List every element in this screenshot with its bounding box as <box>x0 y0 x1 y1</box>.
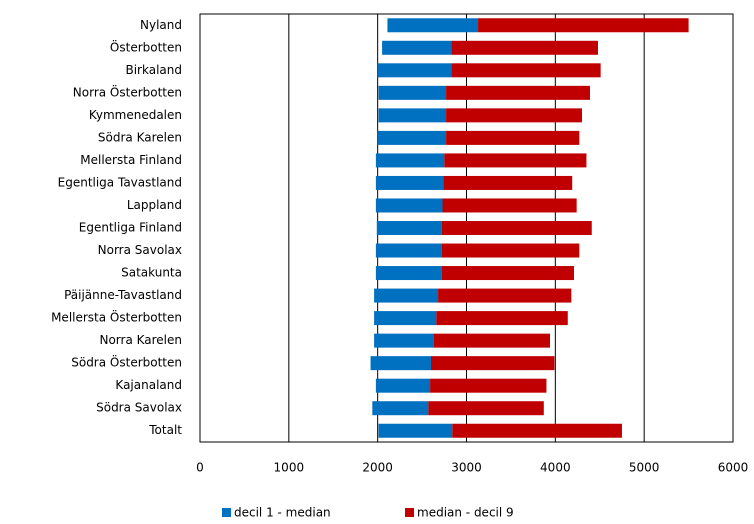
bar-lower <box>375 266 442 281</box>
legend-swatch <box>222 508 231 517</box>
bar-lower <box>378 108 447 123</box>
bar-lower <box>377 130 447 145</box>
legend-label: decil 1 - median <box>234 506 331 520</box>
bar-upper <box>451 40 598 55</box>
y-tick-label: Totalt <box>148 423 182 437</box>
y-tick-label: Lappland <box>127 198 182 212</box>
bar-lower <box>377 63 452 78</box>
y-tick-label: Norra Österbotten <box>73 83 182 99</box>
bar-lower <box>375 198 443 213</box>
x-tick-label: 6000 <box>718 461 749 475</box>
legend-label: median - decil 9 <box>417 506 514 520</box>
x-tick-label: 0 <box>196 461 204 475</box>
y-tick-label: Södra Österbotten <box>71 354 182 370</box>
y-tick-label: Birkaland <box>125 63 182 77</box>
bar-upper <box>430 378 547 393</box>
bar-upper <box>478 18 689 33</box>
plot-border <box>199 13 734 443</box>
y-tick-label: Norra Karelen <box>99 333 182 347</box>
bar-lower <box>375 243 442 258</box>
bar-lower <box>378 423 453 438</box>
y-tick-label: Egentliga Finland <box>79 221 182 235</box>
bar-upper <box>443 175 573 190</box>
bar-upper <box>446 108 582 123</box>
bar-upper <box>442 198 577 213</box>
bar-upper <box>446 130 580 145</box>
y-tick-label: Satakunta <box>121 266 182 280</box>
y-tick-label: Päijänne-Tavastland <box>64 288 182 302</box>
y-tick-label: Egentliga Tavastland <box>58 175 182 189</box>
bar-upper <box>452 423 622 438</box>
bar-lower <box>374 288 439 303</box>
bar-lower <box>378 85 447 100</box>
bar-upper <box>428 401 544 416</box>
bar-upper <box>444 153 587 168</box>
x-tick-label: 2000 <box>362 461 393 475</box>
bar-upper <box>446 85 590 100</box>
x-tick-label: 3000 <box>451 461 482 475</box>
x-tick-label: 4000 <box>540 461 571 475</box>
x-tick-label: 5000 <box>629 461 660 475</box>
bar-lower <box>382 40 452 55</box>
bar-upper <box>441 266 574 281</box>
bar-lower <box>387 18 479 33</box>
y-tick-label: Norra Savolax <box>98 243 182 257</box>
bar-lower <box>375 153 445 168</box>
bar-lower <box>374 311 437 326</box>
x-tick-label: 1000 <box>274 461 305 475</box>
y-tick-label: Kymmenedalen <box>89 108 182 122</box>
bar-lower <box>375 175 444 190</box>
bar-upper <box>451 63 601 78</box>
bar-lower <box>374 333 434 348</box>
bar-lower <box>376 221 442 235</box>
y-tick-label: Mellersta Finland <box>80 153 182 167</box>
y-tick-label: Södra Savolax <box>96 401 182 415</box>
bar-upper <box>433 333 551 348</box>
y-tick-label: Nyland <box>140 18 182 32</box>
bar-upper <box>441 243 580 258</box>
y-tick-label: Södra Karelen <box>98 130 182 144</box>
y-tick-label: Kajanaland <box>115 378 182 392</box>
bar-upper <box>438 288 572 303</box>
legend-swatch <box>405 508 414 517</box>
y-tick-label: Österbotten <box>110 38 182 54</box>
bar-upper <box>430 356 555 371</box>
bar-lower <box>375 378 431 393</box>
bar-lower <box>372 401 429 416</box>
bar-lower <box>370 356 431 371</box>
bar-upper <box>441 221 592 235</box>
bar-upper <box>436 311 568 326</box>
y-tick-label: Mellersta Österbotten <box>51 309 182 325</box>
